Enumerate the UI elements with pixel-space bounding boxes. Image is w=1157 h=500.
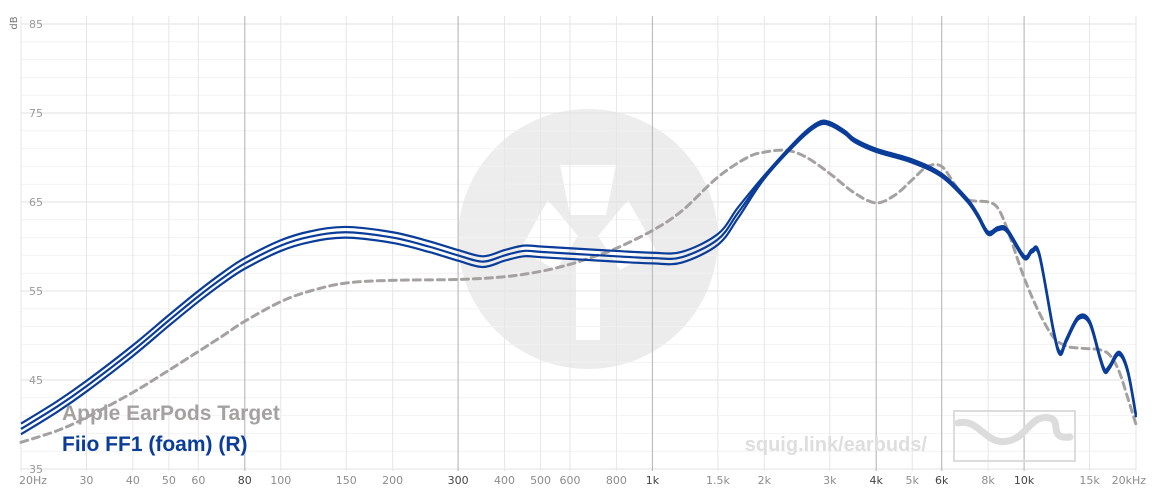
x-tick-label: 5k [906,474,920,487]
x-tick-label: 6k [935,474,949,487]
series-fiio-curve [20,121,1138,430]
x-tick-label: 200 [382,474,403,487]
legend-target-label: Apple EarPods Target [62,402,280,425]
x-tick-label: 400 [494,474,515,487]
x-tick-label: 20kHz [1112,474,1147,487]
x-tick-label: 30 [79,474,93,487]
x-tick-label: 40 [126,474,140,487]
curves [19,119,1138,444]
x-tick-label: 1k [646,474,660,487]
watermark-url: squig.link/earbuds/ [745,434,928,456]
x-tick-label: 800 [606,474,627,487]
x-tick-label: 20Hz [19,474,47,487]
x-tick-label: 2k [758,474,772,487]
y-tick-label: 75 [29,107,43,120]
grid [20,16,1137,471]
x-tick-label: 50 [162,474,176,487]
center-logo-watermark [458,109,718,369]
y-tick-label: 55 [29,285,43,298]
y-tick-label: 85 [29,18,43,31]
x-tick-label: 600 [559,474,580,487]
x-tick-label: 3k [823,474,837,487]
watermark-logo-icon [953,410,1076,462]
x-tick-labels: 20Hz 30 40 50 60 80 100 150 200 300 400 500 600 800 1k… [19,474,1146,487]
x-tick-label: 1.5k [706,474,730,487]
logo-stem [576,250,600,340]
x-tick-label: 100 [270,474,291,487]
x-tick-label: 60 [191,474,205,487]
x-tick-label: 150 [336,474,357,487]
x-tick-label: 4k [870,474,884,487]
x-tick-label: 80 [238,474,252,487]
x-tick-label: 500 [530,474,551,487]
y-tick-label: 45 [29,374,43,387]
y-tick-label: 35 [29,463,43,476]
y-tick-label: 65 [29,196,43,209]
x-tick-label: 10k [1014,474,1035,487]
x-tick-label: 8k [981,474,995,487]
x-tick-label: 300 [448,474,469,487]
y-tick-labels: 35 45 55 65 75 85 [29,18,43,476]
legend-fiio-label: Fiio FF1 (foam) (R) [62,433,247,456]
y-unit-label: dB [9,16,20,29]
x-tick-label: 15k [1079,474,1100,487]
